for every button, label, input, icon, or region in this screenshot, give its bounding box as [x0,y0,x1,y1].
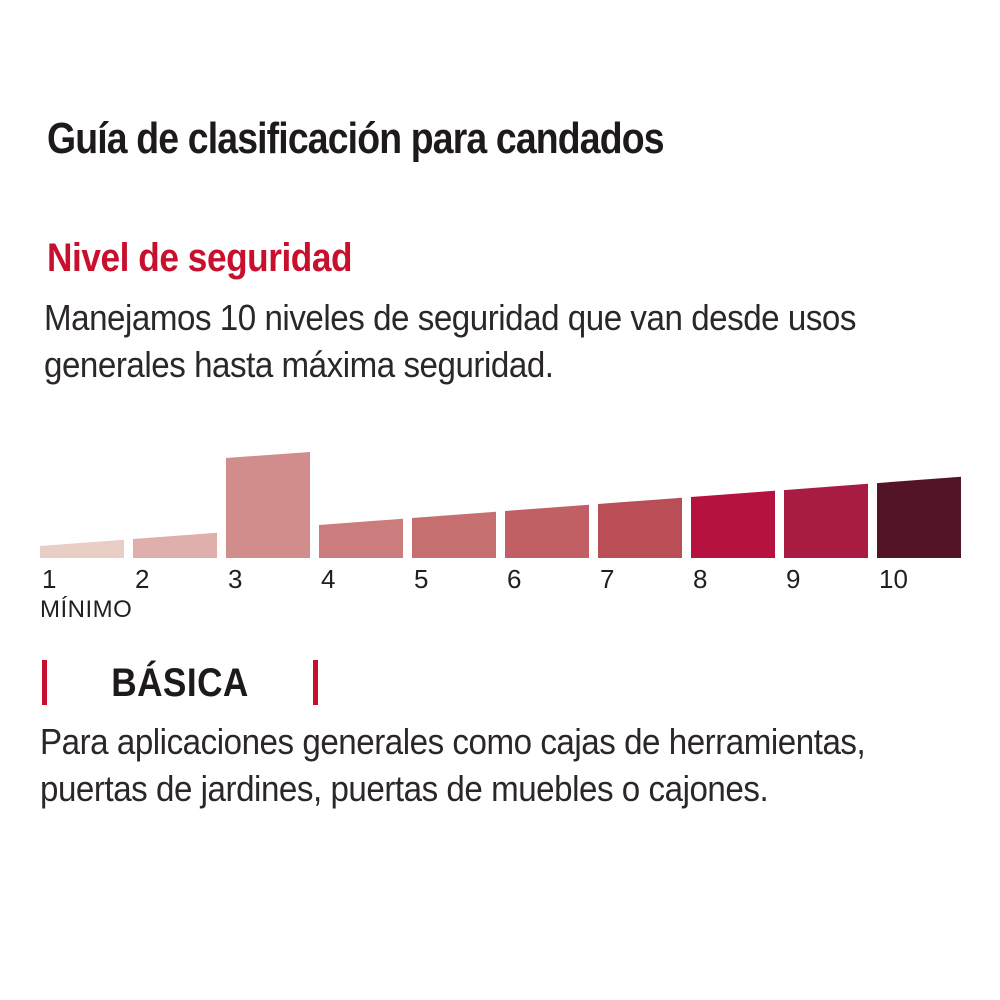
level-tick-label-1: 1 [42,564,56,594]
level-bar-2 [133,532,217,558]
level-bar-7 [598,497,682,558]
security-level-chart: 1 2 3 4 5 6 7 8 9 10 MÍNIMO [40,452,961,623]
level-bar-8 [691,490,775,558]
basic-rating-section: BÁSICA [0,658,1000,708]
level-tick-label-6: 6 [507,564,521,594]
page-title: Guía de clasificación para candados [47,114,665,163]
level-bar-1 [40,539,124,558]
range-start-marker [42,660,47,705]
level-bar-9 [784,483,868,558]
level-bar-6 [505,504,589,558]
level-tick-label-5: 5 [414,564,428,594]
range-end-marker [313,660,318,705]
minimum-label: MÍNIMO [40,596,132,623]
basic-rating-label: BÁSICA [111,661,249,705]
level-bar-4 [319,518,403,558]
level-bar-3 [226,452,310,558]
level-bar-10 [877,476,961,558]
level-tick-label-7: 7 [600,564,614,594]
level-tick-label-10: 10 [879,564,908,594]
level-bar-5 [412,511,496,558]
level-tick-label-3: 3 [228,564,242,594]
level-tick-label-4: 4 [321,564,335,594]
level-tick-label-9: 9 [786,564,800,594]
level-tick-label-2: 2 [135,564,149,594]
basic-rating-description: Para aplicaciones generales como cajas d… [40,721,866,809]
level-tick-label-8: 8 [693,564,707,594]
security-level-description: Manejamos 10 niveles de seguridad que va… [44,297,857,385]
security-level-heading: Nivel de seguridad [47,236,353,280]
